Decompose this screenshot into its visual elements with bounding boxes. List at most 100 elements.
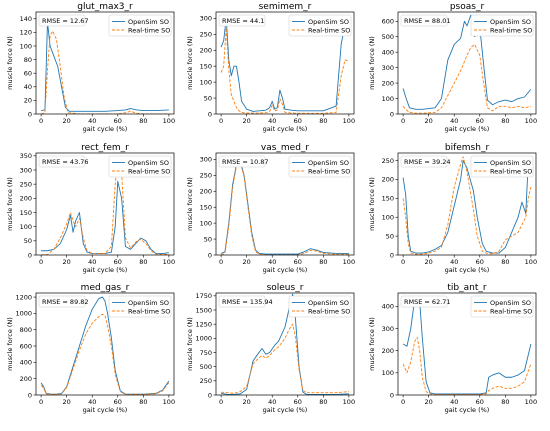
y-tick-label: 150 xyxy=(200,203,212,211)
subplot-title: semimem_r xyxy=(259,2,312,12)
subplot-title: bifemsh_r xyxy=(445,143,490,153)
y-axis-label: muscle force (N) xyxy=(6,36,14,90)
subplot-soleus_r: soleus_r0 20 40 60 80 10002505007501000125015… xyxy=(186,283,355,414)
rmse-annotation: RMSE = 62.71 xyxy=(404,298,451,306)
subplot-title: med_gas_r xyxy=(81,283,130,293)
series-line-real-time-so xyxy=(221,323,349,394)
x-tick-label: 40 xyxy=(88,117,96,125)
y-tick-label: 60 xyxy=(24,70,32,78)
x-tick-label: 0 xyxy=(219,117,223,125)
legend-box xyxy=(470,14,534,37)
x-tick-label: 0 xyxy=(401,117,405,125)
rmse-annotation: RMSE = 44.1 xyxy=(222,17,264,25)
y-tick-label: 250 xyxy=(382,157,394,165)
x-tick-label: 80 xyxy=(319,117,327,125)
series-line-real-time-so xyxy=(220,162,349,255)
y-tick-label: 200 xyxy=(200,188,212,196)
subplot-glut_max3_r: glut_max3_r 0 20 40 60 80 100 0 20 40 60 80 100 120 14… xyxy=(6,2,175,133)
x-tick-label: 80 xyxy=(501,258,509,266)
subplot-title: glut_max3_r xyxy=(77,2,133,12)
y-tick-label: 80 xyxy=(24,56,32,64)
series-line-real-time-so xyxy=(402,336,532,395)
subplot-psoas_r: psoas_r 0 20 40 60 80 100 0 100 200 300 400 500 600 ga… xyxy=(368,2,537,133)
y-tick-label: 1750 xyxy=(195,292,212,300)
y-tick-label: 0 xyxy=(390,391,394,399)
y-axis-label: muscle force (N) xyxy=(368,36,376,90)
x-tick-label: 20 xyxy=(425,117,433,125)
x-tick-label: 20 xyxy=(63,258,71,266)
series-line-real-time-so xyxy=(220,27,350,114)
y-axis-label: muscle force (N) xyxy=(186,317,194,371)
y-tick-label: 600 xyxy=(382,18,394,26)
rmse-annotation: RMSE = 43.76 xyxy=(42,158,89,166)
x-tick-label: 0 xyxy=(401,258,405,266)
y-tick-label: 200 xyxy=(382,347,394,355)
legend-box xyxy=(470,295,534,318)
x-tick-label: 20 xyxy=(243,258,251,266)
plot-frame xyxy=(35,11,175,115)
legend-entry: Real-time SO xyxy=(490,26,532,34)
y-tick-label: 0 xyxy=(28,251,32,259)
legend-box xyxy=(108,14,172,37)
y-axis-label: muscle force (N) xyxy=(186,36,194,90)
x-tick-label: 40 xyxy=(450,117,458,125)
y-tick-label: 400 xyxy=(382,48,394,56)
y-tick-label: 50 xyxy=(204,94,212,102)
x-tick-label: 0 xyxy=(219,258,223,266)
y-tick-label: 0 xyxy=(208,251,212,259)
x-tick-label: 60 xyxy=(114,398,122,406)
y-tick-label: 100 xyxy=(200,219,212,227)
x-axis-label: gait cycle (%) xyxy=(263,125,308,133)
legend-entry: Real-time SO xyxy=(308,167,350,175)
y-tick-label: 200 xyxy=(200,47,212,55)
legend-entry: Real-time SO xyxy=(128,26,170,34)
legend-box xyxy=(288,295,352,318)
plot-frame xyxy=(35,292,175,396)
x-tick-label: 40 xyxy=(88,258,96,266)
series-line-opensim-so xyxy=(41,21,169,112)
x-tick-label: 100 xyxy=(343,398,355,406)
y-tick-label: 0 xyxy=(208,110,212,118)
x-tick-label: 40 xyxy=(450,258,458,266)
y-tick-label: 100 xyxy=(20,223,32,231)
x-tick-label: 60 xyxy=(294,258,302,266)
rmse-box xyxy=(400,155,448,168)
legend-entry: Real-time SO xyxy=(308,307,350,315)
y-tick-label: 300 xyxy=(200,156,212,164)
legend-entry: OpenSim SO xyxy=(128,159,169,167)
x-tick-label: 100 xyxy=(525,398,537,406)
x-tick-label: 80 xyxy=(139,117,147,125)
y-tick-label: 300 xyxy=(200,15,212,23)
x-tick-label: 100 xyxy=(343,117,355,125)
legend-entry: OpenSim SO xyxy=(308,299,349,307)
y-tick-label: 300 xyxy=(20,166,32,174)
y-axis-label: muscle force (N) xyxy=(6,317,14,371)
legend-entry: Real-time SO xyxy=(128,167,170,175)
subplot-title: tib_ant_r xyxy=(447,283,486,293)
y-tick-label: 100 xyxy=(382,95,394,103)
y-axis-label: muscle force (N) xyxy=(368,177,376,231)
x-tick-label: 80 xyxy=(319,398,327,406)
y-tick-label: 1500 xyxy=(195,306,212,314)
x-tick-label: 60 xyxy=(114,117,122,125)
x-tick-label: 100 xyxy=(525,258,537,266)
legend-box xyxy=(108,155,172,178)
series-line-opensim-so xyxy=(41,180,169,255)
plot-frame xyxy=(397,292,537,396)
legend-entry: OpenSim SO xyxy=(308,18,349,26)
x-axis-label: gait cycle (%) xyxy=(83,125,128,133)
y-tick-label: 500 xyxy=(200,363,212,371)
x-axis-label: gait cycle (%) xyxy=(263,406,308,414)
subplot-semimem_r: semimem_r 0 20 40 60 80 100 0 50 100 150 200 250 300 g… xyxy=(186,2,355,133)
subplot-title: rect_fem_r xyxy=(81,143,129,153)
rmse-box xyxy=(38,155,86,168)
series-line-opensim-so xyxy=(221,293,349,395)
x-tick-label: 40 xyxy=(268,258,276,266)
x-tick-label: 80 xyxy=(139,398,147,406)
y-tick-label: 0 xyxy=(390,251,394,259)
y-tick-label: 150 xyxy=(20,209,32,217)
plot-frame xyxy=(215,11,355,115)
x-axis-label: gait cycle (%) xyxy=(83,406,128,414)
series-line-opensim-so xyxy=(220,17,350,112)
plot-frame xyxy=(215,292,355,396)
